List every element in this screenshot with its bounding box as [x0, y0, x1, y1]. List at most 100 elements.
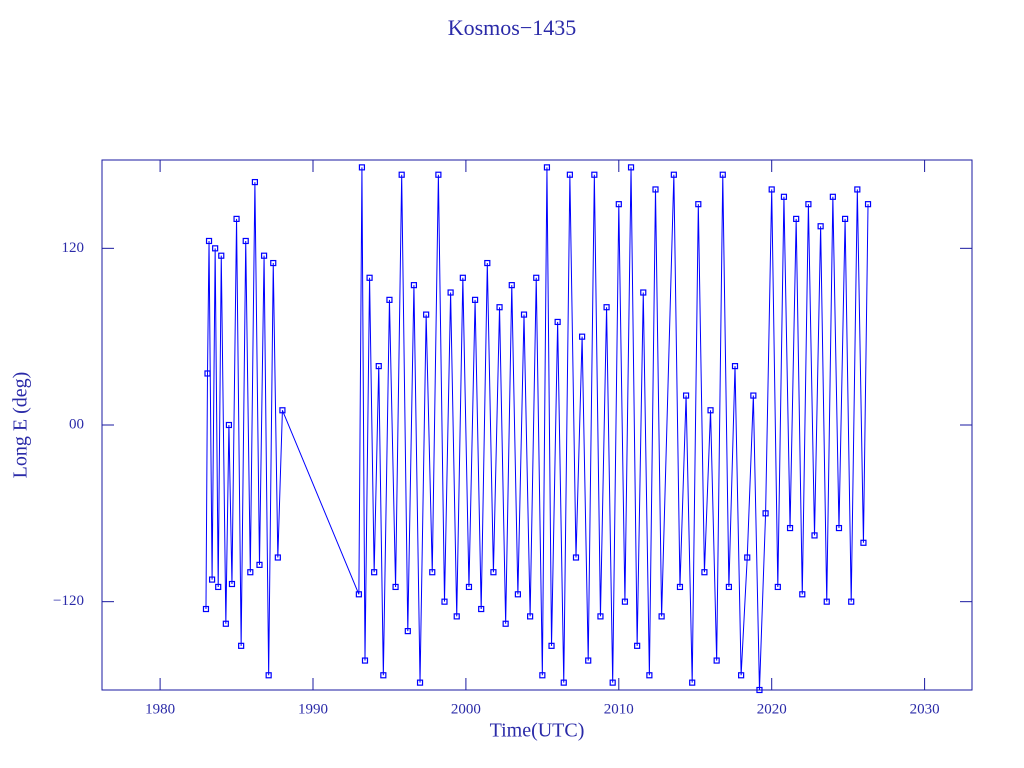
data-point [410, 282, 418, 289]
data-point [756, 686, 763, 694]
data-point [279, 407, 286, 414]
data-point [682, 392, 690, 399]
data-point [204, 370, 211, 377]
data-point [441, 598, 448, 605]
data-point [652, 186, 659, 193]
data-point [864, 201, 872, 208]
data-point [375, 363, 382, 370]
data-point [435, 171, 442, 178]
data-point [355, 591, 362, 598]
y-tick-label: 00 [69, 416, 84, 432]
data-point [471, 296, 479, 303]
data-point [251, 178, 258, 186]
data-point [609, 679, 616, 686]
data-point [228, 580, 236, 588]
data-point [508, 282, 515, 289]
x-tick-label: 2030 [910, 701, 940, 717]
data-point [465, 583, 473, 591]
data-point [358, 164, 366, 171]
data-point [835, 524, 843, 532]
data-point [429, 569, 436, 576]
data-point [615, 201, 622, 208]
data-point [658, 613, 665, 620]
data-point [725, 583, 732, 591]
data-point [579, 333, 586, 340]
data-point [676, 583, 684, 591]
data-point [701, 569, 708, 576]
data-point [780, 193, 788, 200]
data-point [490, 569, 497, 576]
data-point [543, 164, 551, 171]
data-point [256, 561, 263, 568]
data-point [208, 576, 216, 583]
data-point [371, 569, 378, 576]
data-point [270, 259, 277, 267]
data-point [572, 554, 580, 561]
data-point [811, 532, 818, 539]
data-line [205, 167, 869, 691]
data-point [514, 591, 521, 598]
data-point [423, 311, 430, 318]
data-point [242, 237, 249, 245]
data-point [670, 171, 677, 178]
data-point [823, 598, 830, 605]
data-point [416, 679, 424, 686]
data-point [744, 554, 751, 561]
data-point [233, 215, 240, 222]
data-point [621, 598, 629, 605]
data-point [848, 598, 855, 605]
data-point [496, 304, 503, 311]
data-point [238, 642, 245, 649]
data-point [793, 215, 800, 222]
data-point [738, 672, 745, 679]
data-point [786, 524, 794, 532]
data-point [222, 620, 229, 627]
data-point [212, 245, 219, 252]
data-point [719, 171, 726, 178]
data-point [484, 259, 491, 267]
data-point [560, 679, 567, 686]
data-point [533, 274, 540, 281]
data-point [247, 569, 254, 576]
data-point [646, 672, 653, 679]
data-point [260, 252, 268, 259]
data-point [854, 186, 861, 193]
y-tick-label: 120 [62, 240, 85, 256]
data-point [634, 642, 641, 649]
data-point [274, 554, 281, 561]
x-tick-label: 2000 [451, 701, 481, 717]
data-point [805, 201, 812, 208]
data-point [750, 392, 757, 399]
data-point [527, 613, 534, 620]
data-point [366, 274, 373, 281]
data-point [774, 583, 781, 591]
data-point [713, 657, 720, 664]
data-point [799, 591, 806, 598]
data-point [829, 193, 836, 200]
x-tick-label: 1990 [298, 701, 328, 717]
data-point [566, 171, 573, 178]
data-point [478, 605, 485, 613]
y-axis-label: Long E (deg) [10, 372, 32, 479]
chart-title: Kosmos−1435 [448, 15, 577, 40]
data-point [768, 186, 775, 193]
data-point [539, 672, 546, 679]
data-point [707, 407, 714, 414]
data-point [554, 318, 561, 326]
data-point [603, 304, 610, 311]
data-point [817, 223, 824, 230]
data-point [453, 613, 460, 620]
data-point [585, 657, 592, 664]
data-point [265, 672, 272, 679]
data-point [404, 628, 411, 635]
data-point [627, 164, 635, 171]
data-point [380, 672, 387, 679]
data-point [502, 620, 509, 627]
data-point [398, 171, 405, 178]
data-point [361, 657, 369, 664]
data-point [386, 296, 393, 303]
data-point [225, 421, 233, 429]
x-tick-label: 1980 [145, 701, 175, 717]
